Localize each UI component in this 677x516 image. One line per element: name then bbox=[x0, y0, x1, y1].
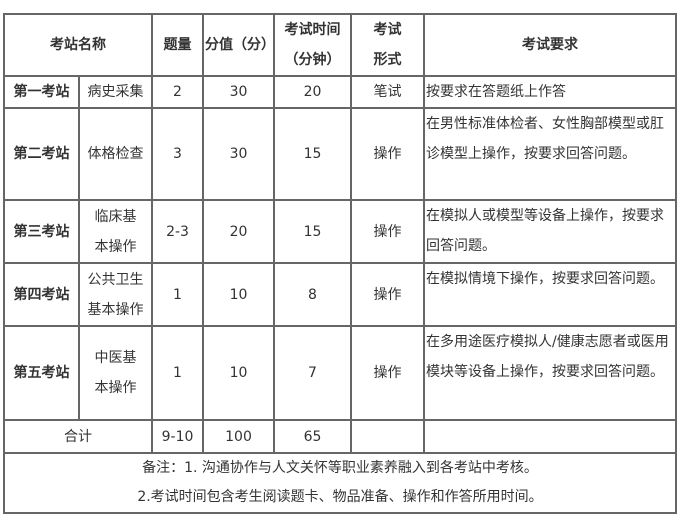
question-count: 3 bbox=[151, 107, 204, 201]
total-requirement bbox=[423, 419, 677, 454]
requirement: 在男性标准体检者、女性胸部模型或肛诊模型上操作，按要求回答问题。 bbox=[423, 107, 677, 201]
header-question-count: 题量 bbox=[151, 13, 204, 77]
station-name: 第四考站 bbox=[3, 262, 80, 327]
notes: 备注：1. 沟通协作与人文关怀等职业素养融入到各考站中考核。 2.考试时间包含考… bbox=[3, 452, 677, 514]
exam-stations-table: 考站名称 题量 分值（分） 考试时间（分钟） 考试形式 考试要求 第一考站 病史… bbox=[3, 13, 677, 514]
score: 20 bbox=[202, 199, 275, 264]
time: 8 bbox=[273, 262, 352, 327]
station-name: 第一考站 bbox=[3, 75, 80, 109]
table-row: 第一考站 病史采集 2 30 20 笔试 按要求在答题纸上作答 bbox=[3, 75, 677, 109]
requirement: 按要求在答题纸上作答 bbox=[423, 75, 677, 109]
requirement: 在模拟人或模型等设备上操作，按要求回答问题。 bbox=[423, 199, 677, 264]
station-item: 公共卫生基本操作 bbox=[78, 262, 153, 327]
notes-row: 备注：1. 沟通协作与人文关怀等职业素养融入到各考站中考核。 2.考试时间包含考… bbox=[3, 452, 677, 514]
score: 10 bbox=[202, 262, 275, 327]
time: 7 bbox=[273, 325, 352, 421]
total-label: 合计 bbox=[3, 419, 153, 454]
form: 操作 bbox=[350, 262, 425, 327]
header-requirement: 考试要求 bbox=[423, 13, 677, 77]
time: 20 bbox=[273, 75, 352, 109]
table-row: 第四考站 公共卫生基本操作 1 10 8 操作 在模拟情境下操作，按要求回答问题… bbox=[3, 262, 677, 327]
time: 15 bbox=[273, 199, 352, 264]
station-item: 临床基本操作 bbox=[78, 199, 153, 264]
total-count: 9-10 bbox=[151, 419, 204, 454]
header-form: 考试形式 bbox=[350, 13, 425, 77]
total-score: 100 bbox=[202, 419, 275, 454]
note-2: 2.考试时间包含考生阅读题卡、物品准备、操作和作答所用时间。 bbox=[137, 489, 543, 505]
form: 操作 bbox=[350, 107, 425, 201]
header-time: 考试时间（分钟） bbox=[273, 13, 352, 77]
station-item: 体格检查 bbox=[78, 107, 153, 201]
header-row: 考站名称 题量 分值（分） 考试时间（分钟） 考试形式 考试要求 bbox=[3, 13, 677, 77]
question-count: 2 bbox=[151, 75, 204, 109]
station-item: 中医基本操作 bbox=[78, 325, 153, 421]
form: 操作 bbox=[350, 199, 425, 264]
time: 15 bbox=[273, 107, 352, 201]
requirement: 在多用途医疗模拟人/健康志愿者或医用模块等设备上操作，按要求回答问题。 bbox=[423, 325, 677, 421]
score: 30 bbox=[202, 107, 275, 201]
station-item: 病史采集 bbox=[78, 75, 153, 109]
form: 操作 bbox=[350, 325, 425, 421]
table-row: 第二考站 体格检查 3 30 15 操作 在男性标准体检者、女性胸部模型或肛诊模… bbox=[3, 107, 677, 201]
note-1: 备注：1. 沟通协作与人文关怀等职业素养融入到各考站中考核。 bbox=[142, 460, 538, 476]
form: 笔试 bbox=[350, 75, 425, 109]
question-count: 1 bbox=[151, 262, 204, 327]
table-row: 第五考站 中医基本操作 1 10 7 操作 在多用途医疗模拟人/健康志愿者或医用… bbox=[3, 325, 677, 421]
total-form bbox=[350, 419, 425, 454]
requirement: 在模拟情境下操作，按要求回答问题。 bbox=[423, 262, 677, 327]
score: 30 bbox=[202, 75, 275, 109]
station-name: 第五考站 bbox=[3, 325, 80, 421]
total-row: 合计 9-10 100 65 bbox=[3, 419, 677, 454]
header-score: 分值（分） bbox=[202, 13, 275, 77]
table-row: 第三考站 临床基本操作 2-3 20 15 操作 在模拟人或模型等设备上操作，按… bbox=[3, 199, 677, 264]
score: 10 bbox=[202, 325, 275, 421]
header-station-name: 考站名称 bbox=[3, 13, 153, 77]
station-name: 第二考站 bbox=[3, 107, 80, 201]
total-time: 65 bbox=[273, 419, 352, 454]
question-count: 1 bbox=[151, 325, 204, 421]
station-name: 第三考站 bbox=[3, 199, 80, 264]
question-count: 2-3 bbox=[151, 199, 204, 264]
